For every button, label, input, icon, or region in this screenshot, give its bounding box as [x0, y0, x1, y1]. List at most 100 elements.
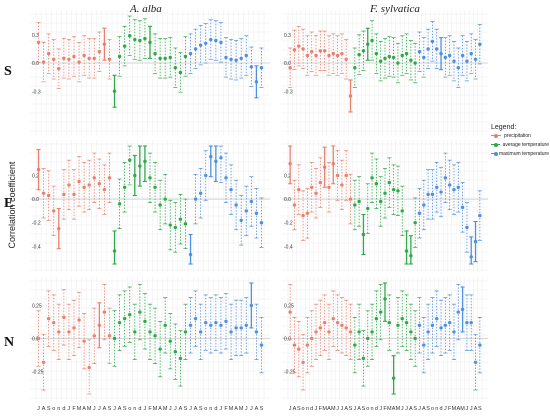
legend-label-average-temperature: average temperature: [502, 142, 549, 148]
month-tick-label: A: [474, 406, 478, 412]
month-tick-label: S: [349, 406, 353, 412]
panel-2-avgT-point: [391, 55, 396, 60]
panel-1-precip-point: [72, 54, 76, 59]
panel-4-avgT-point: [378, 199, 383, 204]
panel-2-precip-point: [322, 49, 327, 53]
panel-6-maxT-point: [430, 323, 435, 327]
panel-5-maxT-point: [259, 343, 264, 347]
panel-1-maxT-point: [259, 66, 264, 70]
panel-3-ytick-label: -0.4: [32, 244, 41, 250]
panel-5-maxT-point: [249, 303, 254, 308]
panel-2-ytick-label: -0.3: [284, 89, 293, 95]
panel-1-precip-point: [97, 50, 102, 54]
panel-3-avgT-point: [163, 197, 167, 201]
panel-1-avgT-point: [153, 51, 157, 56]
month-tick-label: F: [224, 406, 228, 412]
panel-3-maxT-point: [254, 211, 259, 215]
panel-4-maxT-point: [422, 203, 426, 207]
legend-title: Legend:: [491, 124, 517, 131]
panel-2-maxT-point: [422, 55, 426, 60]
panel-6-maxT-point: [460, 307, 465, 312]
panel-4-precip-point: [322, 165, 327, 169]
panel-5-precip-point: [67, 330, 71, 334]
panel-1-precip-point: [52, 57, 56, 61]
panel-2-precip-point: [340, 51, 344, 56]
month-tick-label: J: [341, 406, 344, 412]
panel-3-maxT-point: [193, 197, 198, 201]
panel-4-maxT-point: [417, 211, 422, 215]
panel-5-maxT-point: [224, 319, 228, 324]
panel-2-maxT-point: [447, 53, 452, 58]
panel-4-maxT-point: [478, 213, 482, 218]
panel-6-precip-point: [327, 330, 331, 334]
panel-4-avgT-point: [413, 221, 417, 225]
month-tick-label: S: [426, 406, 430, 412]
panel-2-avgT-point: [361, 49, 366, 53]
panel-1-maxT-point: [214, 38, 218, 43]
panel-3-avgT-point: [153, 185, 157, 189]
panel-3-maxT-point: [204, 173, 208, 178]
month-tick-label: M: [460, 406, 465, 412]
panel-1-maxT-point: [198, 43, 203, 47]
panel-5-precip-point: [41, 360, 46, 364]
panel-4-precip-point: [292, 203, 297, 207]
panel-2-precip-point: [288, 66, 292, 70]
panel-3-maxT-point: [244, 209, 248, 213]
panel-6-precip-point: [292, 343, 297, 347]
panel-6-maxT-point: [465, 320, 469, 325]
panel-1-maxT-point: [219, 40, 223, 45]
panel-2-maxT-point: [417, 50, 422, 54]
panel-6-precip-point: [288, 310, 292, 314]
panel-5-precip-point: [52, 320, 56, 325]
panel-4-maxT-point: [469, 255, 473, 259]
panel-6-maxT-point: [426, 330, 430, 334]
panel-6-avgT-point: [378, 310, 383, 314]
panel-3-precip-point: [67, 183, 71, 187]
panel-3-avgT-point: [178, 217, 183, 221]
legend: Legend: precipitation average temperatur…: [491, 124, 549, 160]
panel-6-avgT-point: [383, 297, 387, 301]
panel-2-avgT-point: [370, 38, 374, 43]
panel-1-maxT-point: [244, 53, 248, 58]
month-tick-label: o: [128, 406, 131, 412]
panel-2-avgT-point: [383, 56, 387, 61]
panel-3-avgT-point: [128, 158, 132, 162]
month-tick-label: M: [153, 406, 158, 412]
panel-6-precip-point: [340, 323, 344, 327]
panel-2-precip-point: [331, 51, 335, 56]
panel-1-avgT-point: [133, 37, 137, 42]
month-tick-label: F: [448, 406, 452, 412]
panel-3-maxT-point: [219, 156, 223, 160]
month-tick-label: J: [444, 406, 447, 412]
panel-6-maxT-point: [469, 320, 473, 325]
month-tick-label: A: [456, 406, 460, 412]
row-label-n: N: [4, 335, 15, 350]
panel-2-precip-point: [301, 47, 305, 51]
panel-1-precip-point: [92, 56, 96, 61]
month-tick-label: A: [409, 406, 413, 412]
month-tick-label: o: [431, 406, 434, 412]
panel-2-avgT-point: [353, 66, 357, 70]
panel-2-maxT-point: [430, 39, 435, 44]
panel-5-avgT-point: [117, 320, 122, 325]
month-tick-label: J: [250, 406, 253, 412]
panel-2-maxT-point: [473, 57, 478, 61]
panel-6-precip-point: [310, 336, 314, 341]
month-tick-label: M: [239, 406, 244, 412]
panel-3-avgT-point: [143, 159, 147, 164]
month-tick-label: A: [103, 406, 107, 412]
month-tick-label: S: [260, 406, 264, 412]
panel-5-maxT-point: [193, 316, 198, 321]
month-tick-label: A: [327, 406, 331, 412]
panel-2-avgT-point: [404, 51, 409, 56]
panel-2-ytick-label: 0.0: [284, 61, 291, 67]
panel-6-avgT-point: [370, 330, 374, 334]
precipitation-swatch-icon: [491, 133, 501, 139]
panel-1-precip-point: [67, 57, 71, 61]
panel-1-maxT-point: [229, 57, 233, 61]
month-tick-label: M: [77, 406, 82, 412]
panel-6-precip-point: [301, 360, 305, 364]
panel-4-maxT-point: [452, 187, 456, 192]
panel-4-avgT-point: [374, 182, 379, 186]
